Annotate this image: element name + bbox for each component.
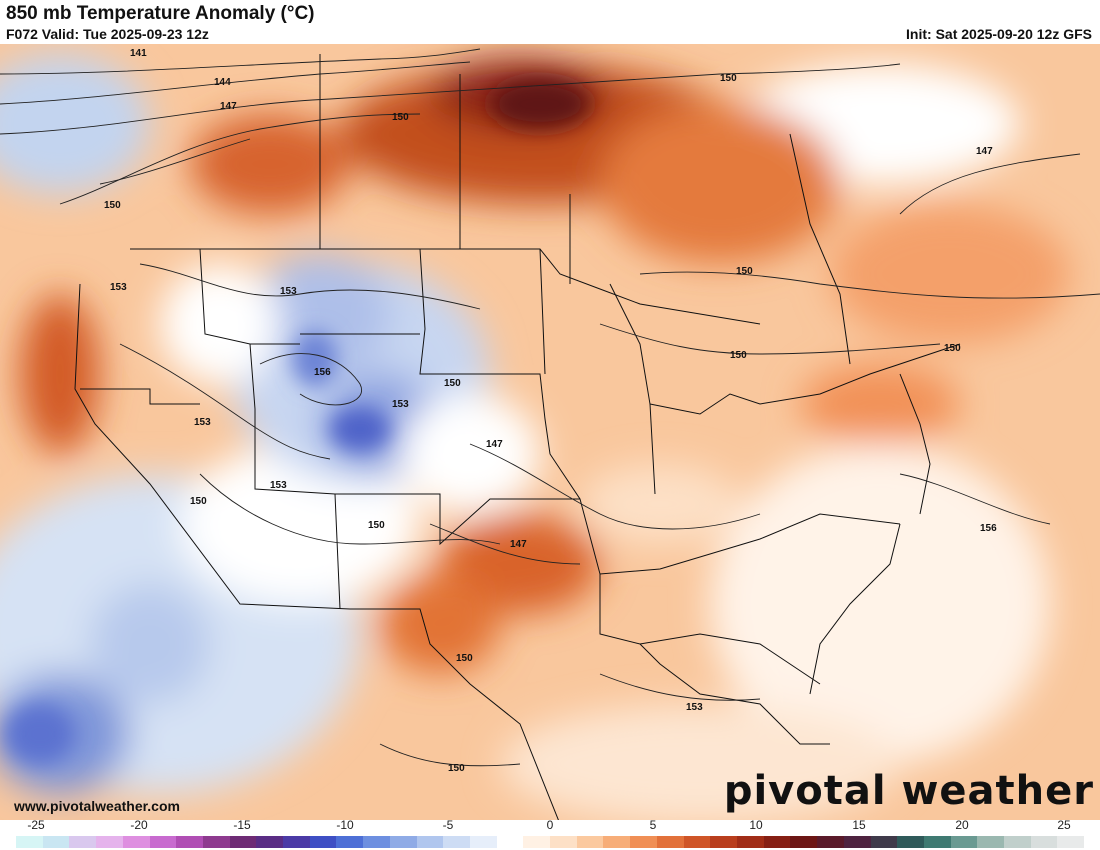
- colorbar-swatch: [309, 836, 337, 848]
- contour-label: 150: [368, 520, 385, 531]
- colorbar-swatch: [1004, 836, 1031, 848]
- colorbar-swatch: [763, 836, 791, 848]
- contour-label: 150: [944, 343, 961, 354]
- colorbar-swatch: [950, 836, 978, 848]
- colorbar-swatch: [630, 836, 657, 848]
- colorbar-swatch: [96, 836, 123, 848]
- colorbar-tick: 25: [1057, 818, 1071, 832]
- political-borders: [74, 54, 961, 820]
- colorbar-tick: -20: [130, 818, 148, 832]
- website-url: www.pivotalweather.com: [14, 798, 180, 814]
- colorbar-swatch: [977, 836, 1005, 848]
- colorbar-swatch: [443, 836, 470, 848]
- contour-label: 150: [444, 378, 461, 389]
- colorbar-swatch: [283, 836, 310, 848]
- contour-label: 144: [214, 77, 231, 88]
- contour-label: 150: [736, 266, 753, 277]
- colorbar-ticks: -25 -20 -15 -10 -5 0 5 10 15 20 25: [0, 818, 1100, 834]
- colorbar-tick: -25: [27, 818, 45, 832]
- colorbar-swatch: [1030, 836, 1058, 848]
- init-time: Init: Sat 2025-09-20 12z GFS: [906, 26, 1092, 42]
- map-canvas: 141 144 147 150 150 147 150 153 153 156 …: [0, 44, 1100, 820]
- contour-label: 153: [110, 282, 127, 293]
- contour-label: 150: [448, 763, 465, 774]
- colorbar-swatch: [523, 836, 551, 848]
- contour-label: 150: [392, 112, 409, 123]
- colorbar-swatch: [656, 836, 684, 848]
- contour-label: 147: [510, 539, 527, 550]
- contour-label: 147: [976, 146, 993, 157]
- colorbar-tick: 15: [852, 818, 866, 832]
- contour-labels: 141 144 147 150 150 147 150 153 153 156 …: [104, 48, 997, 774]
- colorbar-tick: -5: [442, 818, 454, 832]
- brand-logo: pivotal weather: [723, 768, 1094, 814]
- colorbar-swatch: [790, 836, 818, 848]
- colorbar-swatch: [336, 836, 364, 848]
- contour-label: 153: [686, 702, 703, 713]
- colorbar-swatch: [683, 836, 711, 848]
- colorbar-swatch: [817, 836, 844, 848]
- colorbar-swatch: [42, 836, 70, 848]
- colorbar-swatch: [122, 836, 150, 848]
- colorbar-swatch: [923, 836, 951, 848]
- contour-label: 150: [190, 496, 207, 507]
- colorbar-tick: -15: [233, 818, 251, 832]
- colorbar-swatch: [897, 836, 924, 848]
- contour-label: 147: [486, 439, 503, 450]
- colorbar-swatch: [550, 836, 577, 848]
- colorbar-tick: 5: [649, 818, 657, 832]
- map-header: 850 mb Temperature Anomaly (°C) F072 Val…: [0, 0, 1100, 44]
- contour-label: 156: [314, 367, 331, 378]
- colorbar-swatch: [389, 836, 417, 848]
- map-title: 850 mb Temperature Anomaly (°C): [6, 3, 315, 24]
- colorbar-swatch: [576, 836, 604, 848]
- contour-label: 153: [194, 417, 211, 428]
- colorbar-swatch: [416, 836, 444, 848]
- colorbar-swatch: [736, 836, 764, 848]
- colorbar-swatch: [603, 836, 631, 848]
- colorbar-swatch: [256, 836, 284, 848]
- colorbar-tick: -10: [336, 818, 354, 832]
- colorbar-tick: 20: [955, 818, 969, 832]
- colorbar-swatch: [496, 836, 524, 848]
- colorbar-tick: 10: [749, 818, 763, 832]
- anomaly-shading-detail: [5, 79, 590, 764]
- contour-label: 150: [730, 350, 747, 361]
- height-contours: [0, 48, 1100, 767]
- contour-label: 156: [980, 523, 997, 534]
- colorbar-swatch: [229, 836, 257, 848]
- anomaly-map[interactable]: 141 144 147 150 150 147 150 153 153 156 …: [0, 44, 1100, 820]
- contour-label: 150: [456, 653, 473, 664]
- colorbar-swatch: [710, 836, 737, 848]
- colorbar-swatch: [69, 836, 97, 848]
- colorbar-swatch: [870, 836, 898, 848]
- colorbar-swatch: [202, 836, 230, 848]
- colorbar-swatch: [176, 836, 203, 848]
- colorbar-swatch: [149, 836, 177, 848]
- colorbar-swatch: [363, 836, 390, 848]
- contour-label: 153: [270, 480, 287, 491]
- colorbar-tick: 0: [546, 818, 554, 832]
- colorbar: [16, 836, 1085, 848]
- colorbar-swatch: [16, 836, 43, 848]
- colorbar-swatch: [843, 836, 871, 848]
- contour-label: 153: [392, 399, 409, 410]
- contour-label: 147: [220, 101, 237, 112]
- contour-label: 150: [104, 200, 121, 211]
- valid-time: F072 Valid: Tue 2025-09-23 12z: [6, 26, 209, 42]
- contour-label: 150: [720, 73, 737, 84]
- colorbar-swatch: [469, 836, 497, 848]
- contour-label: 153: [280, 286, 297, 297]
- colorbar-swatch: [1057, 836, 1085, 848]
- contour-label: 141: [130, 48, 147, 59]
